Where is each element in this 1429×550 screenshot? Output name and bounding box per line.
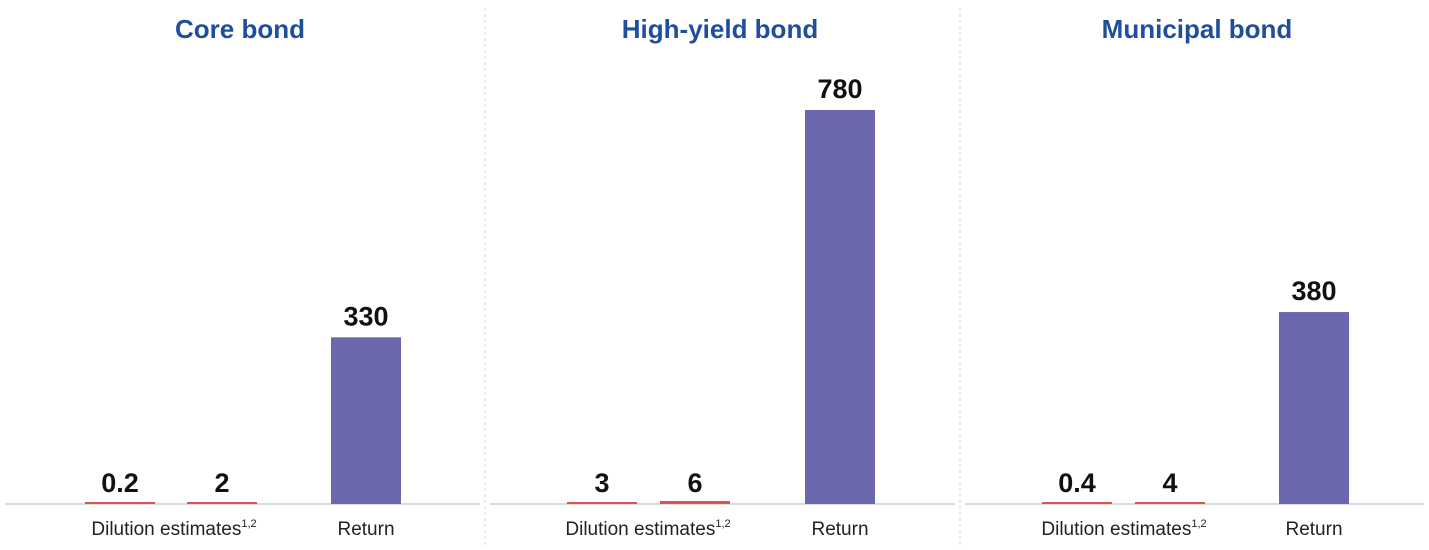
category-label-text: Dilution estimates — [91, 519, 241, 540]
category-label: Return — [337, 519, 394, 540]
category-label: Dilution estimates1,2 — [91, 518, 256, 540]
bar — [805, 110, 875, 504]
category-label: Dilution estimates1,2 — [1041, 518, 1206, 540]
bar — [1279, 312, 1349, 504]
category-label-superscript: 1,2 — [715, 518, 730, 530]
bar — [331, 337, 401, 504]
data-label: 6 — [687, 468, 702, 498]
category-label-text: Return — [1285, 519, 1342, 540]
data-label: 330 — [343, 301, 388, 331]
category-label: Return — [811, 519, 868, 540]
bar — [187, 502, 257, 504]
bar — [660, 500, 730, 504]
category-label-text: Return — [337, 519, 394, 540]
category-label: Return — [1285, 519, 1342, 540]
data-label: 380 — [1291, 276, 1336, 306]
category-label-superscript: 1,2 — [1191, 518, 1206, 530]
data-label: 2 — [214, 468, 229, 498]
data-label: 3 — [594, 468, 609, 498]
panel-title: Core bond — [175, 14, 305, 44]
category-label: Dilution estimates1,2 — [565, 518, 730, 540]
panel-title: High-yield bond — [622, 14, 818, 44]
category-label-superscript: 1,2 — [241, 518, 256, 530]
panel-title: Municipal bond — [1102, 14, 1293, 44]
category-label-text: Return — [811, 519, 868, 540]
data-label: 0.4 — [1058, 468, 1096, 498]
category-label-text: Dilution estimates — [565, 519, 715, 540]
bar — [85, 502, 155, 504]
bar — [1135, 501, 1205, 504]
data-label: 4 — [1162, 468, 1177, 498]
category-label-text: Dilution estimates — [1041, 519, 1191, 540]
data-label: 780 — [817, 74, 862, 104]
data-label: 0.2 — [101, 468, 139, 498]
bar — [567, 502, 637, 504]
bar — [1042, 502, 1112, 504]
